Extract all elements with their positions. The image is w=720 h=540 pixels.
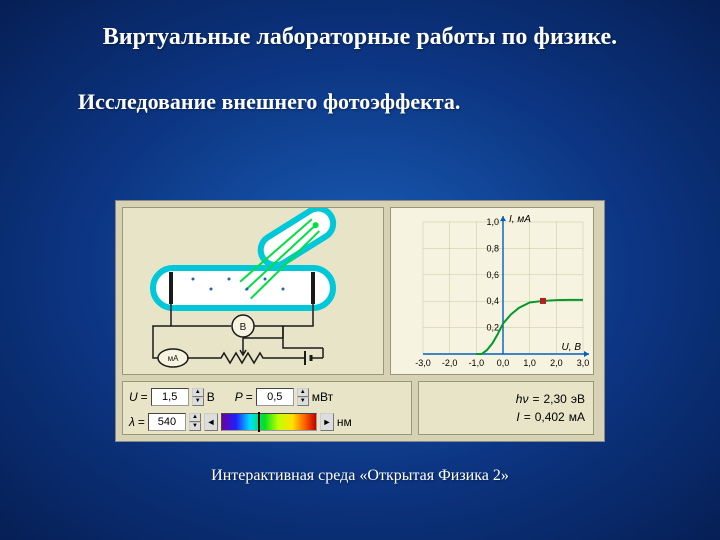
power-down-btn[interactable]: ▼ xyxy=(297,397,309,406)
current-readout: I = 0,402 мА xyxy=(427,410,585,424)
svg-text:2,0: 2,0 xyxy=(550,358,563,368)
wavelength-prev-btn[interactable]: ◄ xyxy=(204,413,218,431)
svg-text:3,0: 3,0 xyxy=(577,358,590,368)
circuit-diagram-svg: BмА xyxy=(123,208,385,376)
current-value: 0,402 xyxy=(535,410,565,424)
wavelength-down-btn[interactable]: ▼ xyxy=(189,422,201,431)
energy-symbol: hν xyxy=(516,392,529,406)
voltage-down-btn[interactable]: ▼ xyxy=(192,397,204,406)
iv-chart-svg: -3,0 -2,0 -1,0 0,0 1,0 2,0 3,0 0,2 0,4 0,6 0,8 1,0 I… xyxy=(391,208,595,376)
voltage-up-btn[interactable]: ▲ xyxy=(192,388,204,397)
readouts-panel: hν = 2,30 эВ I = 0,402 мА xyxy=(418,381,594,435)
current-symbol: I xyxy=(516,410,519,424)
spectrum-slider[interactable] xyxy=(221,413,317,431)
svg-text:0,4: 0,4 xyxy=(486,296,499,306)
wavelength-field[interactable]: 540 xyxy=(148,413,186,431)
svg-text:мА: мА xyxy=(168,354,180,363)
power-unit: мВт xyxy=(312,390,333,404)
photon-energy-readout: hν = 2,30 эВ xyxy=(427,392,585,406)
simulator-window: BмА -3,0 -2,0 -1,0 0,0 1,0 2,0 3,0 0,2 0,4 0,6 0,8… xyxy=(115,200,605,442)
power-spinner[interactable]: ▲ ▼ xyxy=(297,388,309,406)
iv-chart-panel: -3,0 -2,0 -1,0 0,0 1,0 2,0 3,0 0,2 0,4 0,6 0,8 1,0 I… xyxy=(390,207,594,375)
wavelength-up-btn[interactable]: ▲ xyxy=(189,413,201,422)
page-subtitle: Исследование внешнего фотоэффекта. xyxy=(0,59,720,115)
svg-text:-3,0: -3,0 xyxy=(415,358,431,368)
svg-text:-2,0: -2,0 xyxy=(442,358,458,368)
svg-text:0,8: 0,8 xyxy=(486,243,499,253)
page-title: Виртуальные лабораторные работы по физик… xyxy=(0,0,720,59)
wavelength-next-btn[interactable]: ► xyxy=(320,413,334,431)
wavelength-symbol: λ xyxy=(129,415,135,429)
svg-text:B: B xyxy=(240,322,247,333)
input-controls-panel: U = 1,5 ▲ ▼ В P = 0,5 ▲ ▼ мВт λ xyxy=(122,381,412,435)
svg-text:0,0: 0,0 xyxy=(497,358,510,368)
voltage-symbol: U xyxy=(129,390,138,404)
svg-text:0,6: 0,6 xyxy=(486,270,499,280)
power-field[interactable]: 0,5 xyxy=(256,388,294,406)
circuit-diagram-panel: BмА xyxy=(122,207,384,375)
voltage-control-row: U = 1,5 ▲ ▼ В P = 0,5 ▲ ▼ мВт xyxy=(129,386,405,408)
svg-text:1,0: 1,0 xyxy=(486,217,499,227)
energy-value: 2,30 xyxy=(544,392,567,406)
wavelength-control-row: λ = 540 ▲ ▼ ◄ ► нм xyxy=(129,411,405,433)
energy-unit: эВ xyxy=(571,392,585,406)
wavelength-unit: нм xyxy=(337,415,352,429)
svg-text:1,0: 1,0 xyxy=(523,358,536,368)
voltage-field[interactable]: 1,5 xyxy=(151,388,189,406)
svg-text:0,2: 0,2 xyxy=(486,323,499,333)
voltage-spinner[interactable]: ▲ ▼ xyxy=(192,388,204,406)
current-unit: мА xyxy=(569,410,585,424)
voltage-unit: В xyxy=(207,390,215,404)
spectrum-marker[interactable] xyxy=(258,412,260,432)
wavelength-spinner[interactable]: ▲ ▼ xyxy=(189,413,201,431)
svg-text:I, мА: I, мА xyxy=(509,214,531,225)
svg-text:U, В: U, В xyxy=(562,342,582,353)
svg-text:-1,0: -1,0 xyxy=(469,358,485,368)
power-up-btn[interactable]: ▲ xyxy=(297,388,309,397)
caption-text: Интерактивная среда «Открытая Физика 2» xyxy=(0,467,720,485)
power-symbol: P xyxy=(235,390,243,404)
